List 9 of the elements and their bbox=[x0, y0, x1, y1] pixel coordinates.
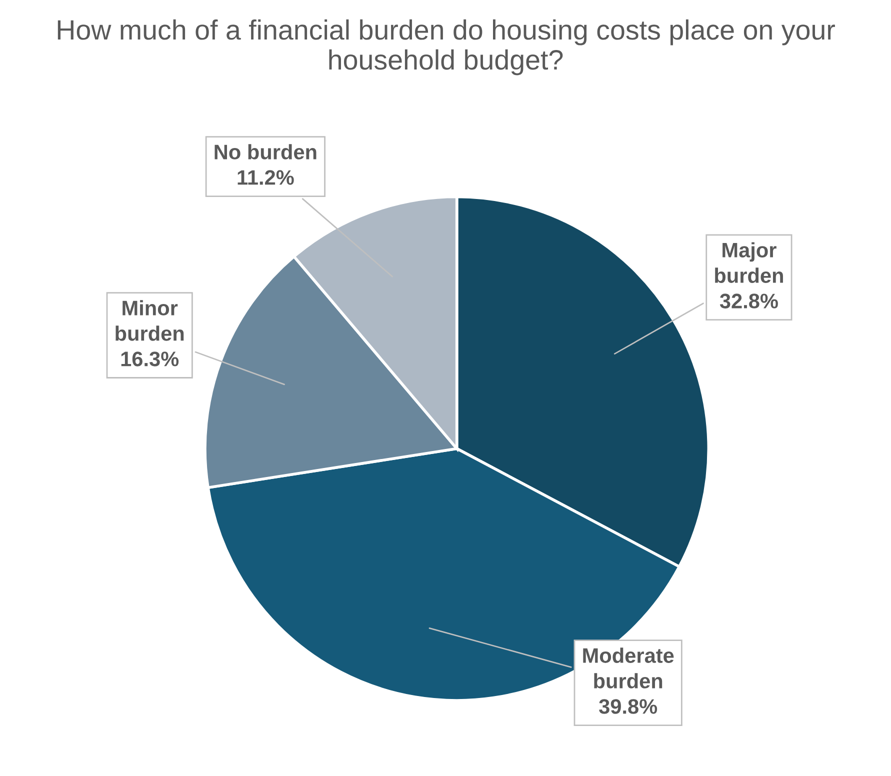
data-label: 32.8% bbox=[720, 294, 778, 308]
data-label: 11.2% bbox=[238, 170, 294, 185]
slice-label: Moderate burden bbox=[583, 648, 674, 688]
slice-label: Minor burden bbox=[116, 300, 184, 341]
slice-label: No burden bbox=[214, 144, 316, 160]
data-label: 39.8% bbox=[599, 699, 658, 714]
chart-title: How much of a financial burden do housing costs place on your household budget? bbox=[58, 19, 835, 76]
slice-label: Major burden bbox=[715, 242, 783, 283]
data-label: 16.3% bbox=[121, 352, 179, 366]
